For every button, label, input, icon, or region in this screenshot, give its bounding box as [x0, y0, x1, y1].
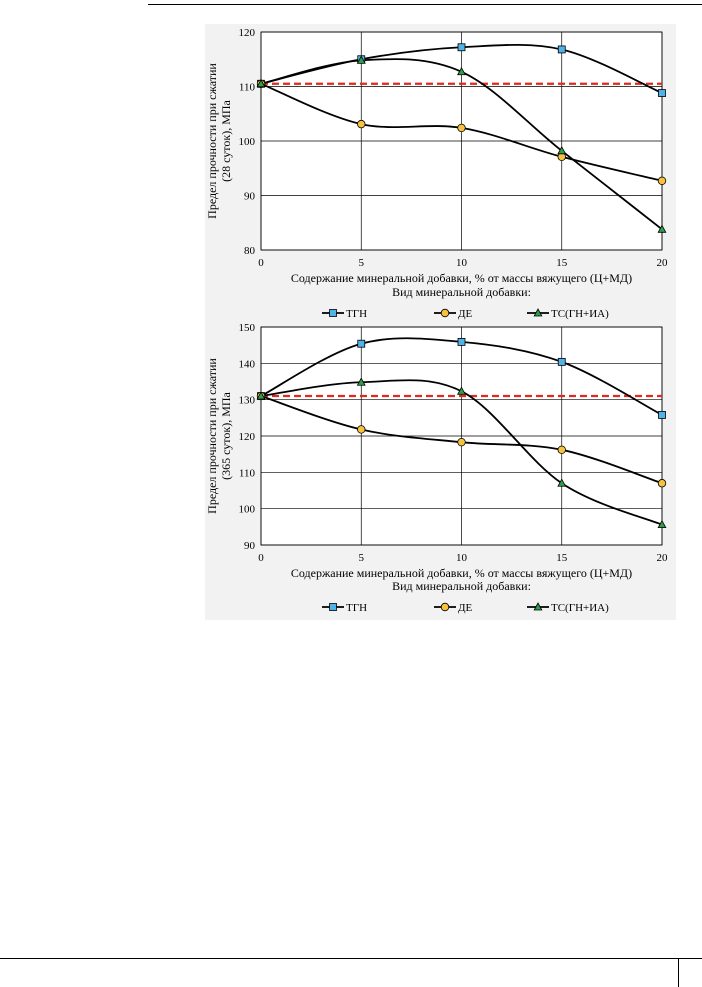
y-axis-label-line1: Предел прочности при сжатии — [205, 63, 219, 219]
y-tick-label: 80 — [244, 245, 256, 257]
legend-label-3: ТС(ГН+ИА) — [551, 308, 609, 320]
legend-marker-2 — [440, 308, 450, 318]
data-point-3 — [256, 78, 266, 88]
header-rule — [148, 4, 702, 5]
data-point-2 — [657, 479, 667, 488]
data-point-3 — [256, 391, 266, 400]
data-point-2 — [357, 425, 366, 434]
data-point-1 — [658, 89, 666, 97]
y-tick-label: 100 — [239, 136, 256, 148]
legend-title: Вид минеральной добавки: — [392, 579, 531, 593]
legend-marker-3 — [533, 602, 543, 611]
x-tick-label: 15 — [556, 552, 568, 564]
x-tick-label: 0 — [258, 257, 264, 269]
data-point-3 — [657, 224, 667, 233]
data-point-1 — [357, 339, 366, 348]
chart-2: 90 100 110 120 130 140 150 0 5 10 15 20 Содержание м… — [205, 322, 668, 614]
legend-marker-1 — [329, 603, 337, 611]
y-axis-label-line2: (365 суток), МПа — [219, 391, 233, 479]
data-point-1 — [557, 357, 566, 366]
x-tick-label: 5 — [359, 257, 365, 269]
x-tick-label: 10 — [456, 552, 468, 564]
y-tick-label: 110 — [239, 467, 256, 479]
legend-label-2: ДЕ — [458, 602, 473, 614]
chart-1: 80 90 100 110 120 0 5 10 15 20 Содержание минераль… — [205, 27, 668, 320]
y-tick-label: 120 — [239, 27, 256, 39]
data-point-3 — [457, 66, 466, 76]
plot-frame — [260, 326, 663, 546]
data-point-2 — [457, 437, 466, 447]
x-axis-label: Содержание минеральной добавки, % от мас… — [291, 566, 632, 580]
y-tick-label: 100 — [239, 504, 256, 516]
x-tick-label: 5 — [359, 552, 365, 564]
data-point-1 — [557, 45, 566, 54]
data-point-3 — [356, 55, 366, 64]
y-axis-label-line1: Предел прочности при сжатии — [205, 358, 219, 514]
y-tick-label: 110 — [239, 82, 256, 94]
page-number-box — [678, 958, 702, 987]
legend-marker-2 — [440, 602, 450, 612]
data-point-3 — [557, 145, 567, 155]
legend-label-1: ТГН — [346, 602, 367, 614]
x-tick-label: 0 — [258, 552, 264, 564]
legend-marker-3 — [533, 308, 543, 317]
y-tick-label: 130 — [239, 395, 256, 407]
plot-frame — [260, 31, 663, 251]
y-tick-label: 90 — [244, 191, 256, 203]
data-point-3 — [356, 377, 366, 386]
data-point-2 — [557, 445, 566, 455]
x-tick-label: 20 — [657, 257, 669, 269]
y-tick-label: 150 — [239, 322, 256, 334]
data-point-3 — [557, 478, 567, 487]
y-tick-label: 140 — [239, 358, 256, 370]
data-point-3 — [457, 386, 466, 395]
x-tick-label: 20 — [657, 552, 669, 564]
legend-label-2: ДЕ — [458, 308, 473, 320]
data-point-1 — [658, 411, 666, 419]
data-point-2 — [657, 176, 667, 185]
legend-marker-1 — [329, 309, 337, 317]
legend-label-3: ТС(ГН+ИА) — [551, 602, 609, 614]
data-point-1 — [457, 43, 466, 52]
legend-label-1: ТГН — [346, 308, 367, 320]
data-point-2 — [457, 123, 466, 133]
x-tick-label: 10 — [456, 257, 468, 269]
data-point-1 — [457, 337, 466, 346]
data-point-3 — [657, 519, 667, 529]
data-point-2 — [357, 119, 366, 129]
footer-rule — [0, 958, 678, 959]
x-axis-label: Содержание минеральной добавки, % от мас… — [291, 271, 632, 285]
y-tick-label: 120 — [239, 431, 256, 443]
legend-title: Вид минеральной добавки: — [392, 285, 531, 299]
y-axis-label-line2: (28 суток), МПа — [219, 99, 233, 181]
x-tick-label: 15 — [556, 257, 568, 269]
y-tick-label: 90 — [244, 540, 256, 552]
